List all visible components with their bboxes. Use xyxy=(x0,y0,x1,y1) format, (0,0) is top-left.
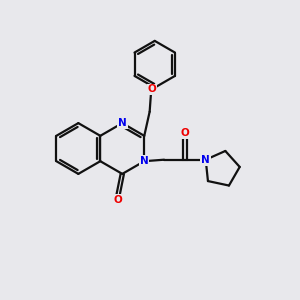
Text: N: N xyxy=(118,118,127,128)
Text: O: O xyxy=(113,195,122,205)
Text: O: O xyxy=(147,84,156,94)
Text: N: N xyxy=(140,156,149,166)
Text: N: N xyxy=(201,155,210,165)
Text: O: O xyxy=(181,128,189,139)
